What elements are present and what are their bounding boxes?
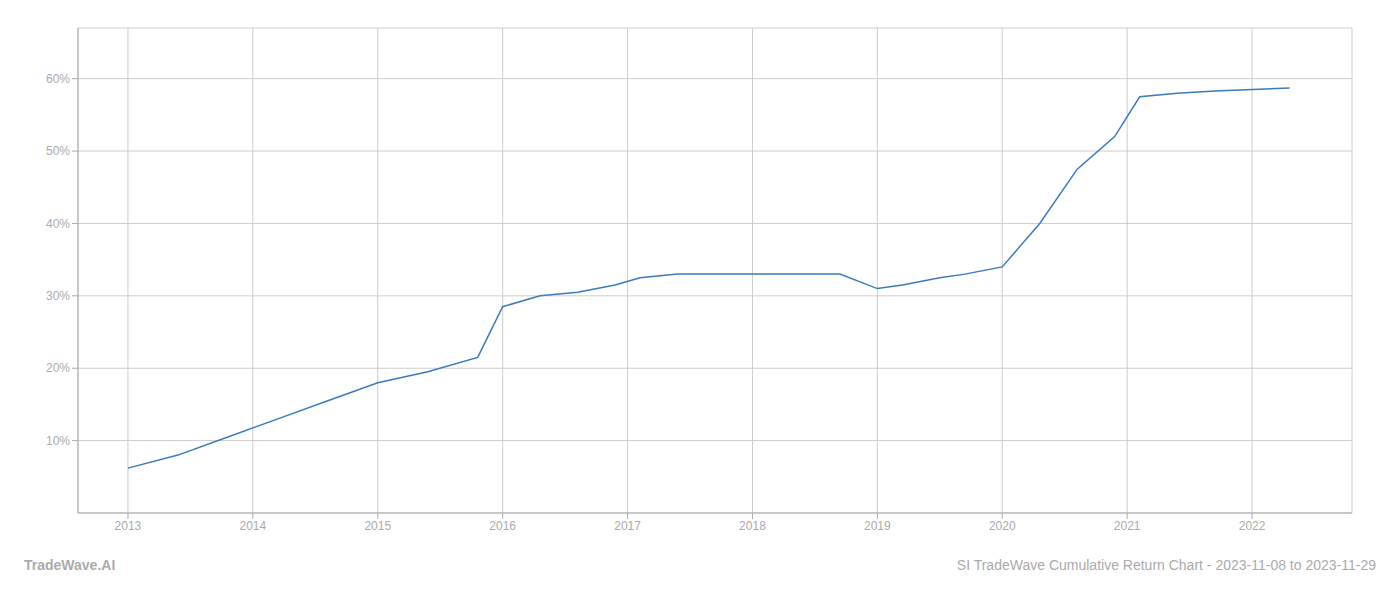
svg-text:2020: 2020 xyxy=(989,519,1016,533)
svg-text:2019: 2019 xyxy=(864,519,891,533)
svg-text:2014: 2014 xyxy=(240,519,267,533)
svg-text:40%: 40% xyxy=(46,217,70,231)
html-text:SI TradeWave Cumulative Return: SI TradeWave Cumulative Return Chart - 2… xyxy=(956,557,1376,573)
svg-text:2018: 2018 xyxy=(739,519,766,533)
svg-text:20%: 20% xyxy=(46,361,70,375)
svg-text:2021: 2021 xyxy=(1114,519,1141,533)
svg-text:60%: 60% xyxy=(46,72,70,86)
svg-text:50%: 50% xyxy=(46,144,70,158)
svg-text:2016: 2016 xyxy=(489,519,516,533)
svg-text:2013: 2013 xyxy=(115,519,142,533)
svg-text:2015: 2015 xyxy=(364,519,391,533)
svg-text:30%: 30% xyxy=(46,289,70,303)
svg-text:10%: 10% xyxy=(46,434,70,448)
svg-text:2022: 2022 xyxy=(1239,519,1266,533)
svg-text:2017: 2017 xyxy=(614,519,641,533)
html-text:TradeWave.AI: TradeWave.AI xyxy=(24,557,116,573)
